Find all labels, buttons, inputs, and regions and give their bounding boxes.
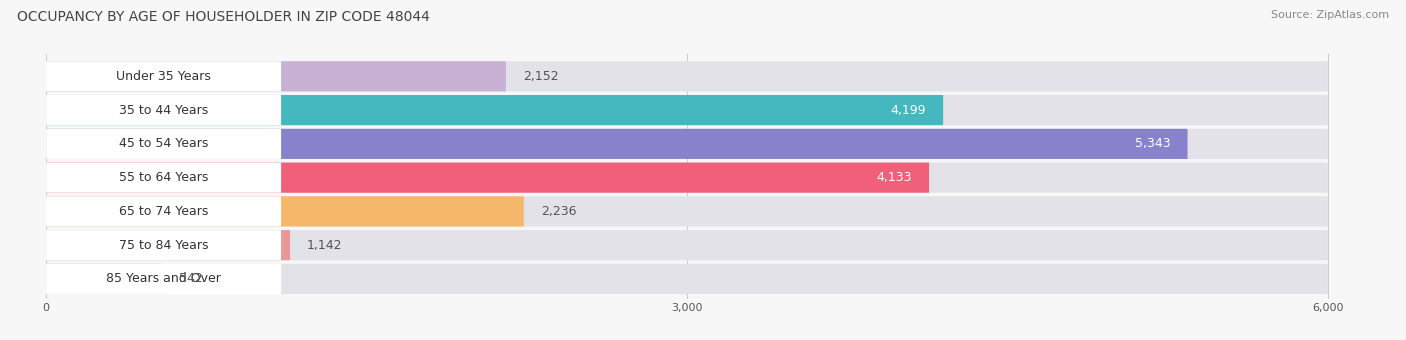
FancyBboxPatch shape: [46, 264, 162, 294]
FancyBboxPatch shape: [46, 163, 281, 193]
Text: 4,199: 4,199: [890, 104, 927, 117]
FancyBboxPatch shape: [46, 129, 1327, 159]
Text: Under 35 Years: Under 35 Years: [117, 70, 211, 83]
FancyBboxPatch shape: [46, 230, 1327, 260]
FancyBboxPatch shape: [46, 95, 281, 125]
FancyBboxPatch shape: [46, 264, 1327, 294]
FancyBboxPatch shape: [46, 129, 281, 159]
FancyBboxPatch shape: [46, 230, 281, 260]
FancyBboxPatch shape: [46, 196, 281, 226]
Text: 5,343: 5,343: [1135, 137, 1170, 150]
Text: Source: ZipAtlas.com: Source: ZipAtlas.com: [1271, 10, 1389, 20]
Text: 55 to 64 Years: 55 to 64 Years: [120, 171, 208, 184]
Text: 45 to 54 Years: 45 to 54 Years: [120, 137, 208, 150]
Text: 542: 542: [179, 272, 202, 286]
FancyBboxPatch shape: [46, 196, 524, 226]
FancyBboxPatch shape: [46, 95, 943, 125]
FancyBboxPatch shape: [46, 61, 281, 91]
FancyBboxPatch shape: [46, 230, 290, 260]
Text: 1,142: 1,142: [307, 239, 343, 252]
Text: 75 to 84 Years: 75 to 84 Years: [120, 239, 208, 252]
FancyBboxPatch shape: [46, 264, 281, 294]
Text: 85 Years and Over: 85 Years and Over: [107, 272, 221, 286]
FancyBboxPatch shape: [46, 196, 1327, 226]
Text: 2,236: 2,236: [541, 205, 576, 218]
Text: 2,152: 2,152: [523, 70, 558, 83]
FancyBboxPatch shape: [46, 163, 1327, 193]
Text: OCCUPANCY BY AGE OF HOUSEHOLDER IN ZIP CODE 48044: OCCUPANCY BY AGE OF HOUSEHOLDER IN ZIP C…: [17, 10, 430, 24]
FancyBboxPatch shape: [46, 61, 506, 91]
Text: 35 to 44 Years: 35 to 44 Years: [120, 104, 208, 117]
FancyBboxPatch shape: [46, 95, 1327, 125]
FancyBboxPatch shape: [46, 129, 1188, 159]
Text: 4,133: 4,133: [876, 171, 912, 184]
FancyBboxPatch shape: [46, 61, 1327, 91]
Text: 65 to 74 Years: 65 to 74 Years: [120, 205, 208, 218]
FancyBboxPatch shape: [46, 163, 929, 193]
